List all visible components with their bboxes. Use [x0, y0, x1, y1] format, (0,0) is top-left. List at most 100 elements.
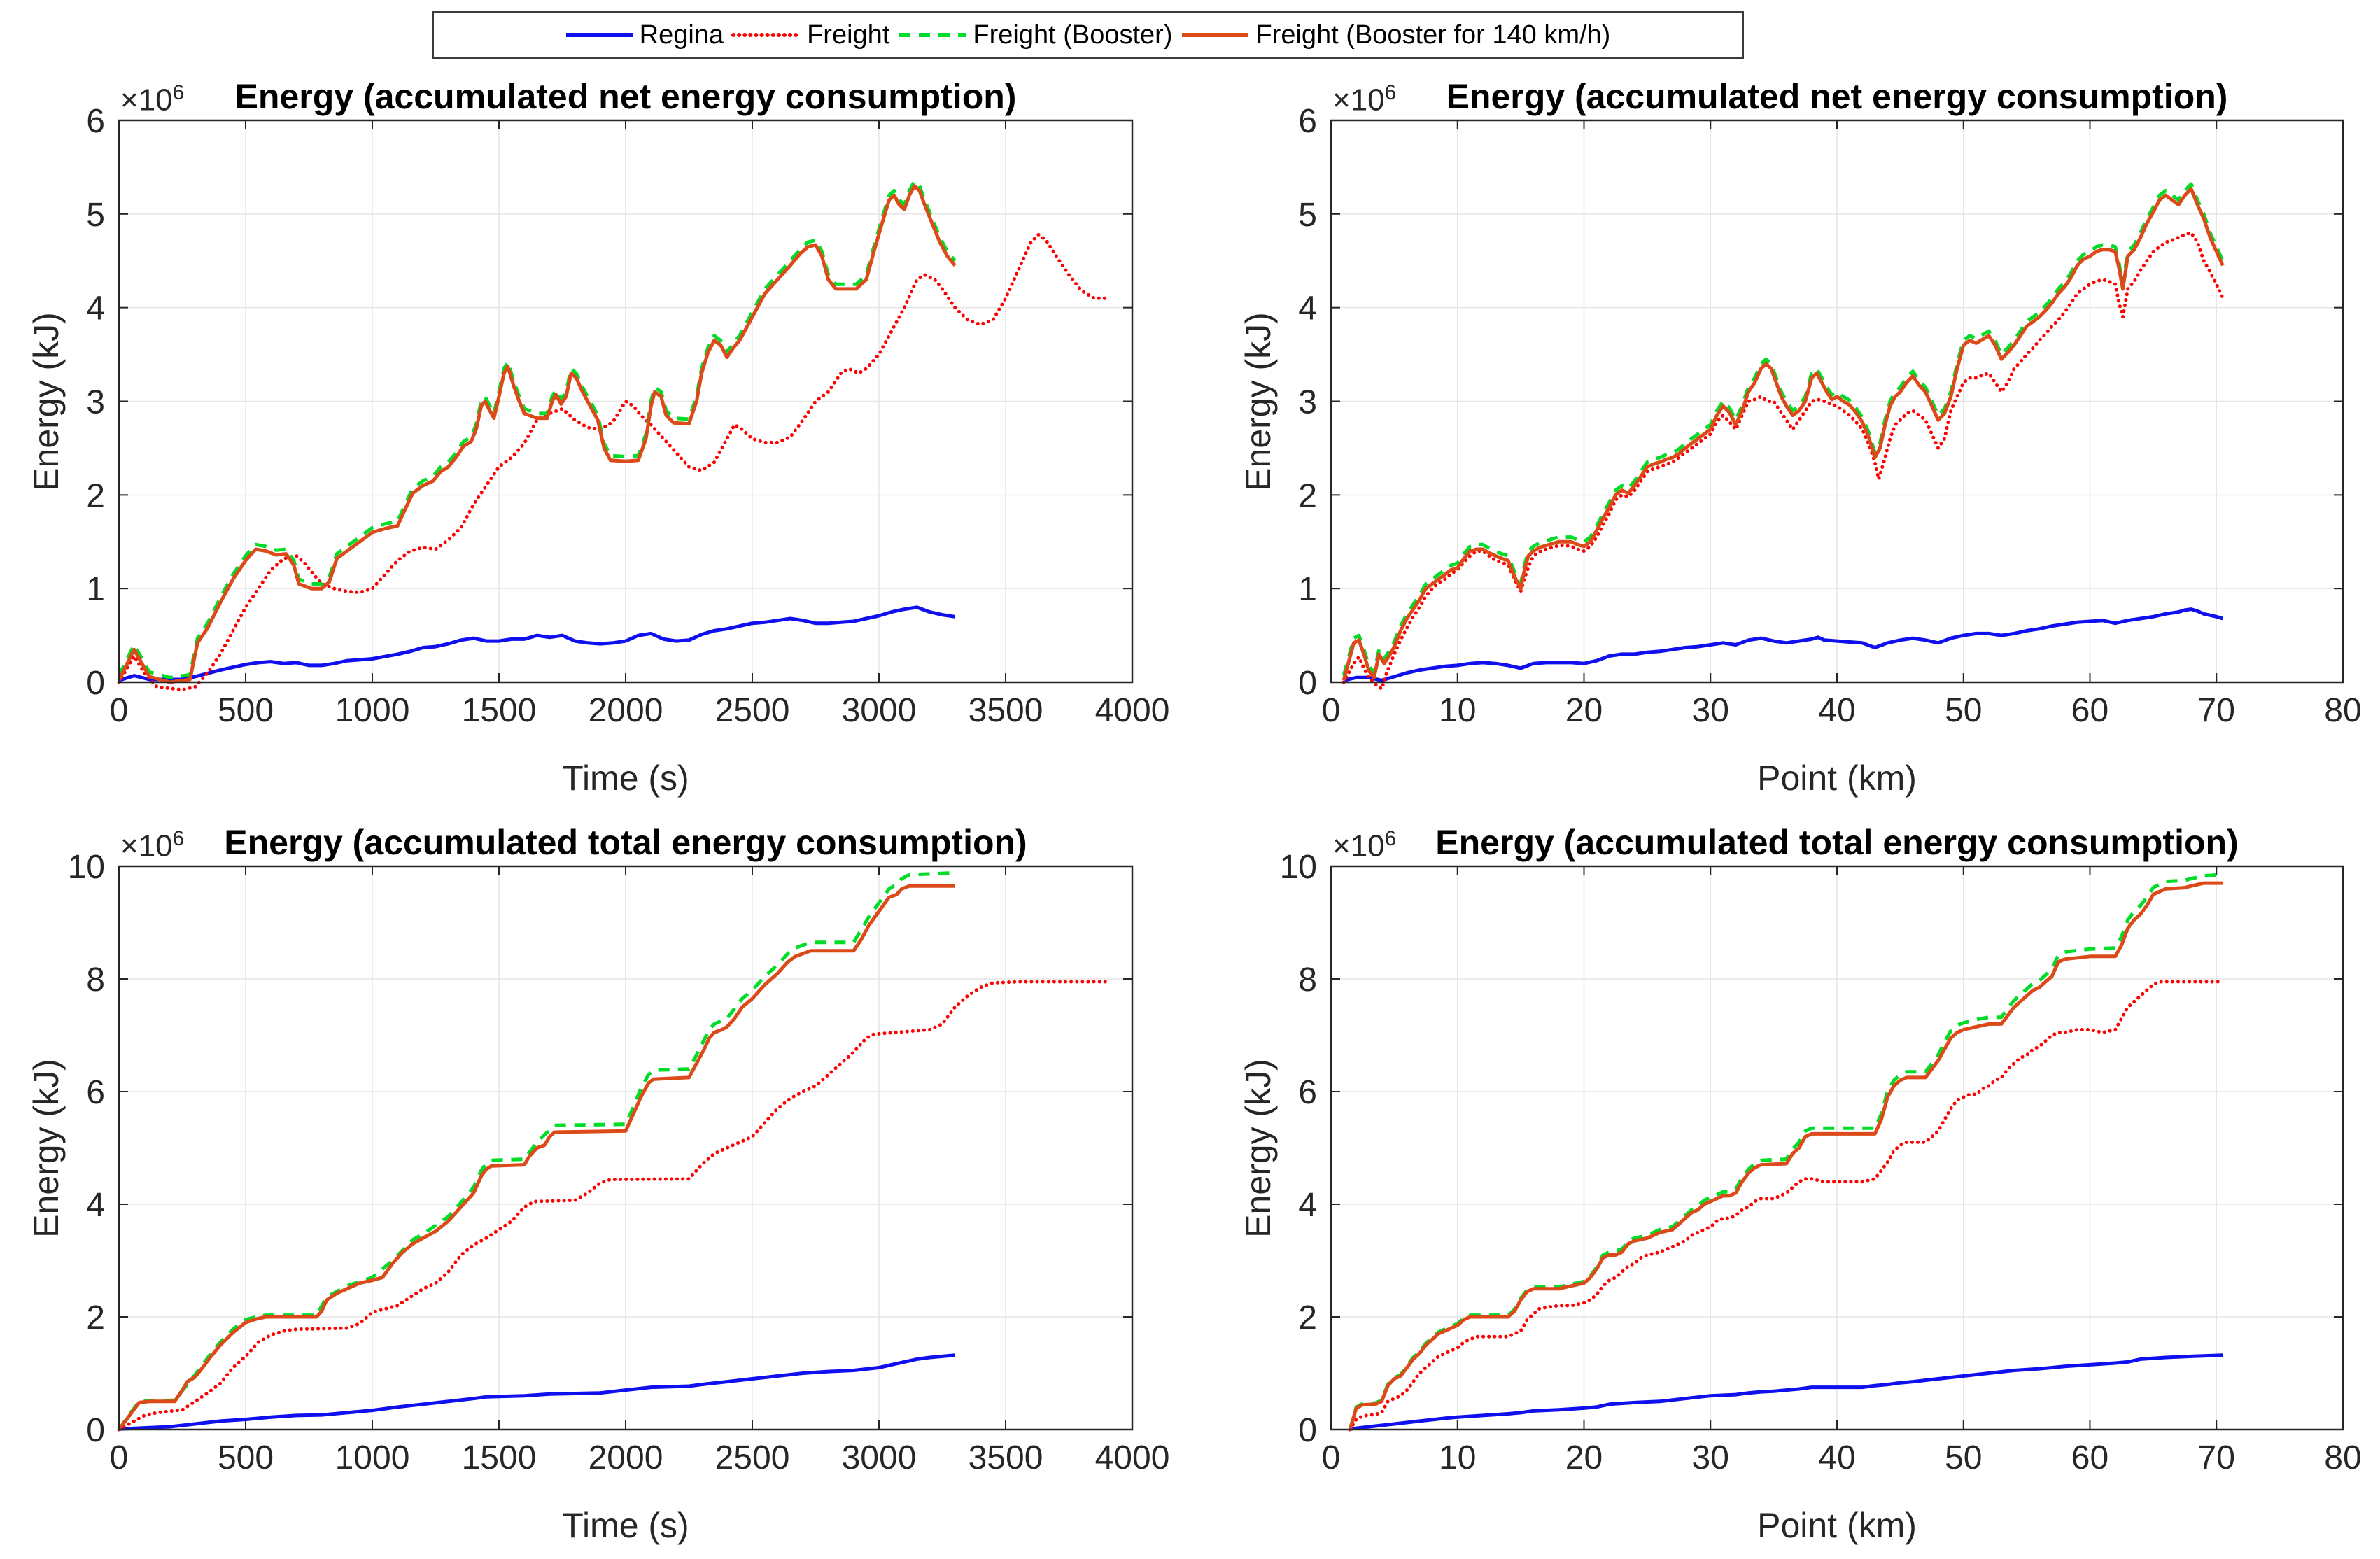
svg-text:40: 40	[1818, 692, 1855, 729]
svg-text:1000: 1000	[335, 692, 410, 729]
legend-box: Regina Freight Freight (Booster) Freight…	[432, 11, 1744, 59]
svg-text:2: 2	[86, 1299, 105, 1336]
freight-booster-line-swatch	[899, 33, 966, 37]
svg-text:40: 40	[1818, 1439, 1855, 1476]
chart-title: Energy (accumulated total energy consump…	[224, 823, 1027, 862]
chart-net-energy-vs-point: 0 10 20 30 40 50 60 70 80 0 1 2 3 4 5 6	[1298, 103, 2361, 729]
svg-text:0: 0	[110, 1439, 129, 1476]
x-axis-label: Time (s)	[562, 759, 689, 798]
panel-net-energy-vs-time: Energy (accumulated net energy consumpti…	[27, 77, 1169, 798]
svg-text:20: 20	[1565, 692, 1603, 729]
svg-text:6: 6	[86, 103, 105, 140]
svg-text:3000: 3000	[842, 692, 917, 729]
svg-text:3500: 3500	[969, 692, 1043, 729]
legend-label: Regina	[639, 20, 724, 50]
chart-title: Energy (accumulated net energy consumpti…	[1446, 77, 2228, 116]
svg-text:500: 500	[218, 1439, 274, 1476]
chart-total-energy-vs-time: 0 500 1000 1500 2000 2500 3000 3500 4000 0 2 4 6 8 10	[68, 849, 1170, 1476]
panel-total-energy-vs-time: Energy (accumulated total energy consump…	[27, 823, 1170, 1545]
svg-text:3500: 3500	[969, 1439, 1043, 1476]
svg-text:10: 10	[1280, 849, 1317, 886]
svg-text:8: 8	[1298, 961, 1317, 999]
svg-text:0: 0	[86, 665, 105, 702]
panel-total-energy-vs-point: Energy (accumulated total energy consump…	[1239, 823, 2362, 1545]
legend-label: Freight (Booster)	[973, 20, 1173, 50]
svg-text:80: 80	[2324, 1439, 2361, 1476]
svg-text:2500: 2500	[715, 1439, 790, 1476]
svg-text:2: 2	[86, 477, 105, 514]
legend-label: Freight (Booster for 140 km/h)	[1255, 20, 1611, 50]
legend-label: Freight	[807, 20, 890, 50]
chart-title: Energy (accumulated total energy consump…	[1435, 823, 2239, 862]
svg-text:0: 0	[1298, 1412, 1317, 1449]
svg-text:30: 30	[1692, 1439, 1729, 1476]
chart-title: Energy (accumulated net energy consumpti…	[234, 77, 1017, 116]
svg-text:3: 3	[86, 384, 105, 421]
svg-text:1500: 1500	[462, 692, 537, 729]
x-axis-label: Point (km)	[1757, 1506, 1917, 1545]
y-axis-label: Energy (kJ)	[1239, 1058, 1278, 1238]
svg-text:0: 0	[1322, 692, 1341, 729]
svg-text:4000: 4000	[1095, 1439, 1170, 1476]
svg-text:50: 50	[1945, 692, 1982, 729]
legend-item-freight: Freight	[731, 20, 890, 50]
svg-text:1: 1	[86, 571, 105, 608]
svg-text:2: 2	[1298, 477, 1317, 514]
svg-text:20: 20	[1565, 1439, 1603, 1476]
svg-text:6: 6	[86, 1074, 105, 1111]
svg-text:1: 1	[1298, 571, 1317, 608]
svg-text:2: 2	[1298, 1299, 1317, 1336]
freight-booster-140-line-swatch	[1182, 33, 1249, 37]
svg-text:2000: 2000	[589, 1439, 663, 1476]
svg-text:70: 70	[2198, 1439, 2235, 1476]
chart-net-energy-vs-time: 0 500 1000 1500 2000 2500 3000 3500 4000 0 1 2 3 4 5 6	[86, 103, 1169, 729]
svg-text:30: 30	[1692, 692, 1729, 729]
y-axis-label: Energy (kJ)	[27, 311, 66, 491]
svg-text:60: 60	[2071, 1439, 2108, 1476]
panel-net-energy-vs-point: Energy (accumulated net energy consumpti…	[1239, 77, 2362, 798]
svg-text:0: 0	[1298, 665, 1317, 702]
svg-text:1500: 1500	[462, 1439, 537, 1476]
svg-text:2500: 2500	[715, 692, 790, 729]
svg-text:5: 5	[86, 197, 105, 234]
legend-item-freight-booster: Freight (Booster)	[899, 20, 1172, 50]
svg-text:60: 60	[2071, 692, 2108, 729]
svg-text:4: 4	[1298, 1187, 1317, 1224]
svg-text:6: 6	[1298, 103, 1317, 140]
svg-text:0: 0	[86, 1412, 105, 1449]
svg-text:10: 10	[68, 849, 105, 886]
svg-text:10: 10	[1439, 1439, 1476, 1476]
chart-total-energy-vs-point: 0 10 20 30 40 50 60 70 80 0 2 4 6 8 10	[1280, 849, 2362, 1476]
y-axis-exponent: ×106	[1332, 827, 1397, 863]
svg-text:2000: 2000	[589, 692, 663, 729]
y-axis-exponent: ×106	[1332, 81, 1397, 118]
svg-text:50: 50	[1945, 1439, 1982, 1476]
svg-text:3000: 3000	[842, 1439, 917, 1476]
svg-text:500: 500	[218, 692, 274, 729]
svg-text:70: 70	[2198, 692, 2235, 729]
svg-text:80: 80	[2324, 692, 2361, 729]
svg-text:4000: 4000	[1095, 692, 1170, 729]
y-axis-label: Energy (kJ)	[27, 1058, 66, 1238]
x-axis-label: Point (km)	[1757, 759, 1917, 798]
svg-text:5: 5	[1298, 197, 1317, 234]
svg-text:3: 3	[1298, 384, 1317, 421]
svg-text:4: 4	[86, 290, 105, 327]
legend-item-regina: Regina	[565, 20, 724, 50]
svg-text:4: 4	[1298, 290, 1317, 327]
svg-text:10: 10	[1439, 692, 1476, 729]
svg-text:6: 6	[1298, 1074, 1317, 1111]
x-axis-label: Time (s)	[562, 1506, 689, 1545]
svg-text:1000: 1000	[335, 1439, 410, 1476]
regina-line-swatch	[565, 33, 633, 37]
legend-item-freight-booster-140: Freight (Booster for 140 km/h)	[1182, 20, 1610, 50]
freight-line-swatch	[731, 33, 803, 37]
y-axis-exponent: ×106	[120, 81, 185, 118]
y-axis-label: Energy (kJ)	[1239, 311, 1278, 491]
svg-text:8: 8	[86, 961, 105, 999]
svg-text:0: 0	[1322, 1439, 1341, 1476]
svg-text:4: 4	[86, 1187, 105, 1224]
svg-text:0: 0	[110, 692, 129, 729]
y-axis-exponent: ×106	[120, 827, 185, 863]
